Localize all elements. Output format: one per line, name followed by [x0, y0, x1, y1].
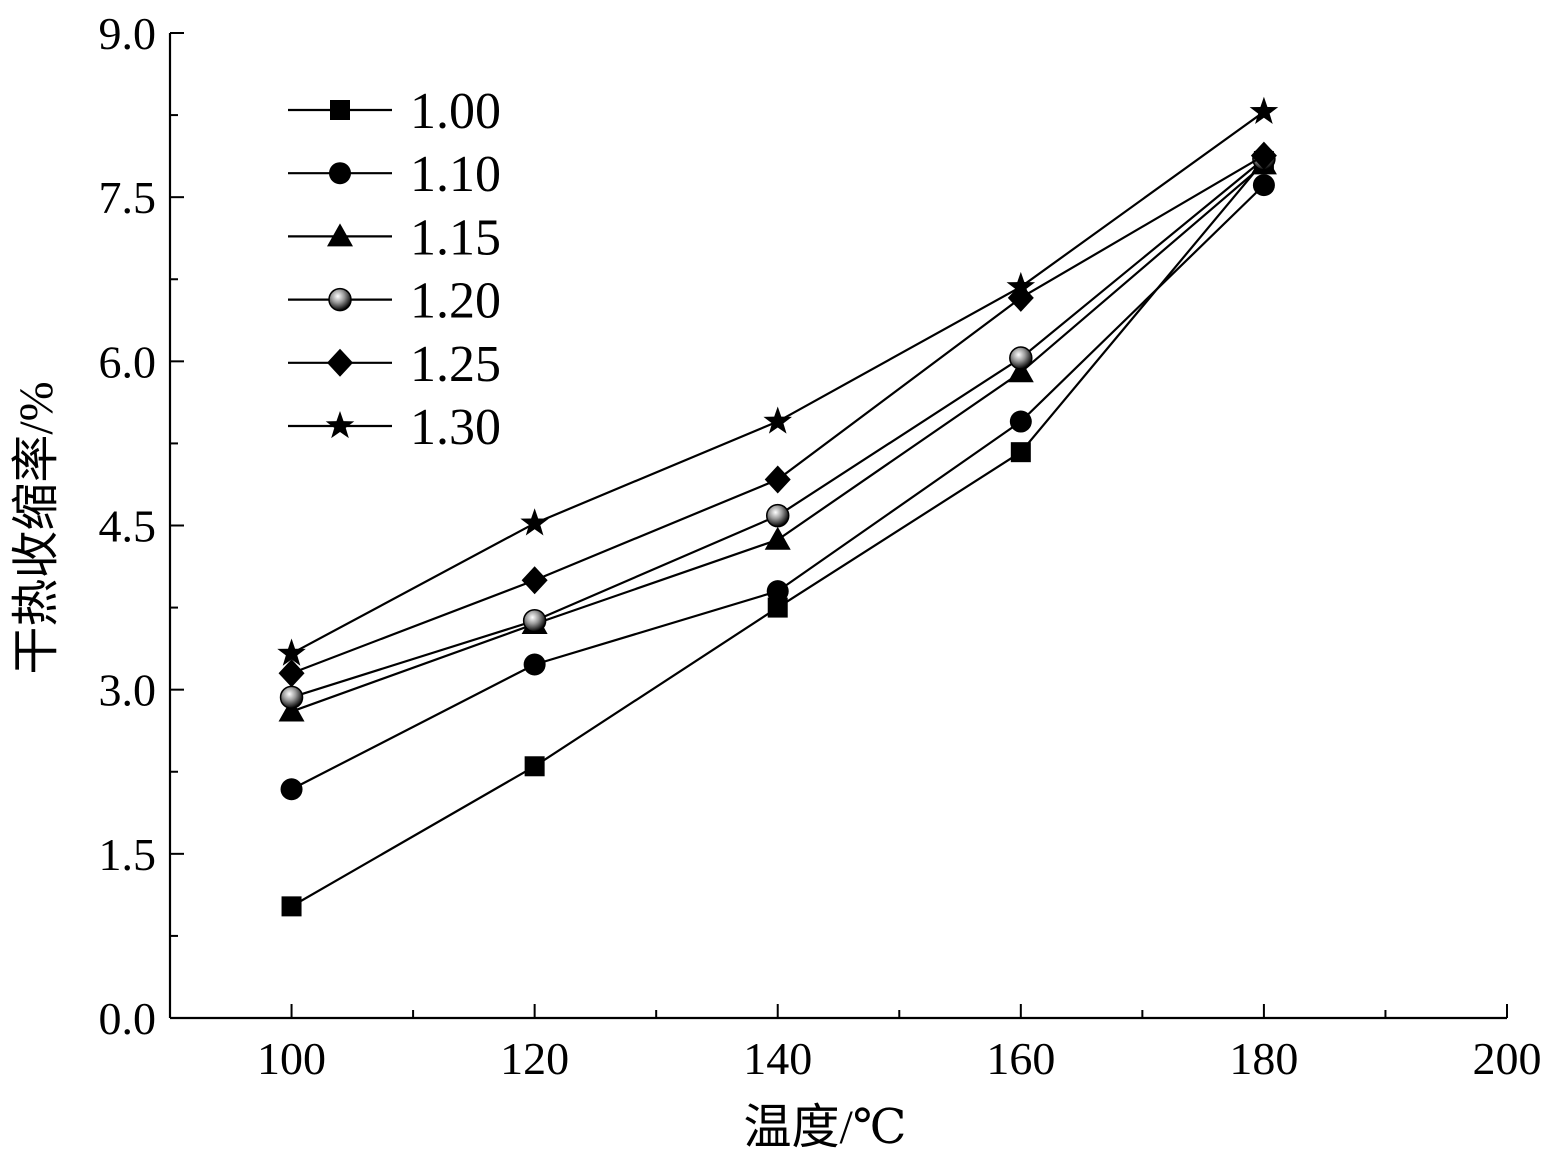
data-point: [763, 406, 792, 434]
data-point: [1007, 359, 1034, 383]
legend-marker: [327, 348, 353, 377]
legend-marker: [328, 287, 352, 312]
y-tick-label: 4.5: [99, 501, 157, 552]
data-point: [281, 896, 302, 917]
legend-marker: [325, 411, 355, 439]
data-point: [764, 465, 791, 494]
x-axis-title: 温度/℃: [743, 1101, 906, 1154]
data-point: [1252, 174, 1275, 197]
legend-label: 1.10: [410, 146, 501, 203]
data-point: [767, 597, 788, 618]
data-point: [1009, 346, 1033, 370]
data-point: [766, 580, 789, 603]
legend-marker: [330, 100, 350, 120]
legend-item: 1.30: [288, 399, 501, 456]
y-tick-label: 9.0: [99, 8, 157, 59]
x-tick-label: 100: [257, 1033, 326, 1084]
data-point: [765, 503, 790, 528]
x-tick-label: 160: [986, 1033, 1055, 1084]
data-point: [522, 608, 547, 633]
legend-marker: [327, 223, 353, 247]
x-tick-label: 180: [1229, 1033, 1298, 1084]
legend-label: 1.25: [410, 336, 501, 393]
legend: 1.00 1.10 1.15 1.20 1.25 1.30: [288, 83, 501, 456]
legend-item: 1.25: [288, 336, 501, 393]
y-tick-label: 6.0: [99, 336, 157, 387]
data-point: [278, 659, 305, 688]
series-layer: [277, 96, 1279, 917]
data-point: [280, 778, 303, 801]
data-point: [764, 526, 791, 550]
legend-item: 1.15: [288, 209, 501, 266]
y-tick-label: 3.0: [99, 665, 157, 716]
series-1-25: [278, 141, 1277, 688]
data-point: [521, 566, 548, 595]
series-1-10: [280, 174, 1275, 801]
legend-marker: [329, 162, 351, 185]
y-tick-label: 0.0: [99, 993, 157, 1044]
legend-item: 1.20: [288, 273, 501, 330]
data-point: [1010, 442, 1031, 463]
data-point: [1009, 410, 1032, 433]
y-tick-label: 1.5: [99, 829, 157, 880]
series-1-30: [277, 96, 1279, 666]
legend-item: 1.00: [288, 83, 501, 140]
data-point: [277, 638, 306, 666]
x-tick-label: 120: [500, 1033, 569, 1084]
data-point: [524, 756, 545, 777]
data-point: [1250, 141, 1277, 170]
x-tick-label: 140: [743, 1033, 812, 1084]
legend-label: 1.30: [410, 399, 501, 456]
data-point: [523, 653, 546, 676]
data-point: [520, 508, 549, 536]
x-tick-label: 200: [1473, 1033, 1542, 1084]
axes: 0.0 1.5 3.0 4.5 6.0 7.5 9.0 100 120 140 160 180 200: [99, 8, 1542, 1084]
legend-label: 1.20: [410, 273, 501, 330]
legend-label: 1.15: [410, 209, 501, 266]
legend-label: 1.00: [410, 83, 501, 140]
data-point: [1006, 271, 1036, 300]
data-point: [1249, 96, 1279, 124]
series-1-00: [281, 151, 1274, 917]
data-point: [278, 698, 305, 722]
y-tick-label: 7.5: [99, 172, 157, 223]
legend-item: 1.10: [288, 146, 501, 203]
data-point: [279, 685, 304, 710]
y-axis-title: 干热收缩率/%: [10, 381, 63, 674]
